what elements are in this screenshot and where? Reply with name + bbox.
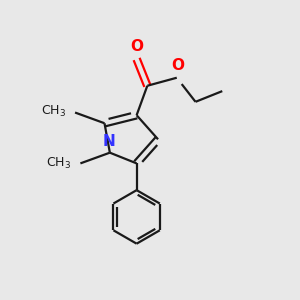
Text: O: O bbox=[130, 39, 143, 54]
Text: N: N bbox=[102, 134, 115, 149]
Text: O: O bbox=[172, 58, 184, 73]
Text: CH$_3$: CH$_3$ bbox=[46, 156, 71, 171]
Text: CH$_3$: CH$_3$ bbox=[40, 103, 66, 119]
